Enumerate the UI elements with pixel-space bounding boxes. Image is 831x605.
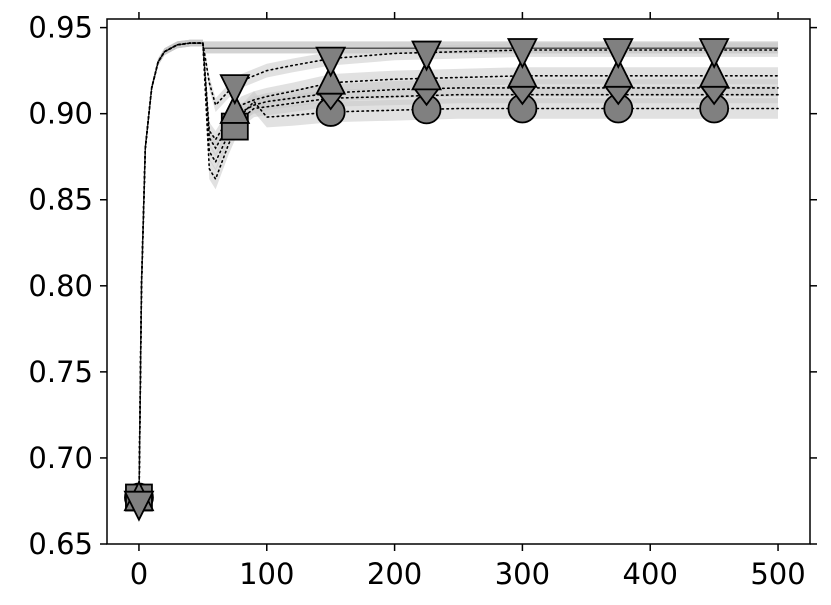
marker-triangle-up-2 bbox=[315, 63, 347, 95]
series-markers bbox=[123, 38, 730, 522]
marker-triangle-down-1 bbox=[219, 74, 251, 106]
marker-triangle-down-3 bbox=[411, 40, 443, 72]
plot-frame bbox=[106, 18, 811, 545]
y-tick-label-4: 0.85 bbox=[28, 183, 93, 217]
y-tick-label-5: 0.90 bbox=[28, 97, 93, 131]
y-axis-ticks: 0.65 0.70 0.75 0.80 0.85 0.90 0.95 bbox=[28, 11, 817, 561]
marker-triangle-down-4 bbox=[506, 38, 538, 69]
x-tick-label-2: 200 bbox=[367, 557, 422, 591]
marker-triangle-down-2 bbox=[315, 46, 347, 78]
y-tick-label-0: 0.65 bbox=[28, 527, 93, 561]
x-tick-label-3: 300 bbox=[495, 557, 550, 591]
marker-triangle-up-4 bbox=[506, 56, 538, 88]
x-tick-label-0: 0 bbox=[130, 557, 148, 591]
x-axis-ticks: 0 100 200 300 400 500 bbox=[130, 12, 806, 591]
x-tick-label-1: 100 bbox=[239, 557, 294, 591]
y-tick-label-2: 0.75 bbox=[28, 355, 93, 389]
marker-triangle-up-6 bbox=[698, 56, 730, 88]
marker-triangle-up-3 bbox=[411, 59, 443, 91]
y-tick-label-1: 0.70 bbox=[28, 441, 93, 475]
marker-triangle-down-5 bbox=[602, 38, 634, 69]
x-tick-label-5: 500 bbox=[750, 557, 805, 591]
x-tick-label-4: 400 bbox=[623, 557, 678, 591]
marker-triangle-up-5 bbox=[602, 56, 634, 88]
y-tick-label-3: 0.80 bbox=[28, 269, 93, 303]
y-tick-label-6: 0.95 bbox=[28, 11, 93, 45]
marker-triangle-down-0 bbox=[123, 490, 155, 522]
marker-triangle-down-6 bbox=[698, 38, 730, 69]
marker-triangle-up-1 bbox=[219, 92, 251, 124]
